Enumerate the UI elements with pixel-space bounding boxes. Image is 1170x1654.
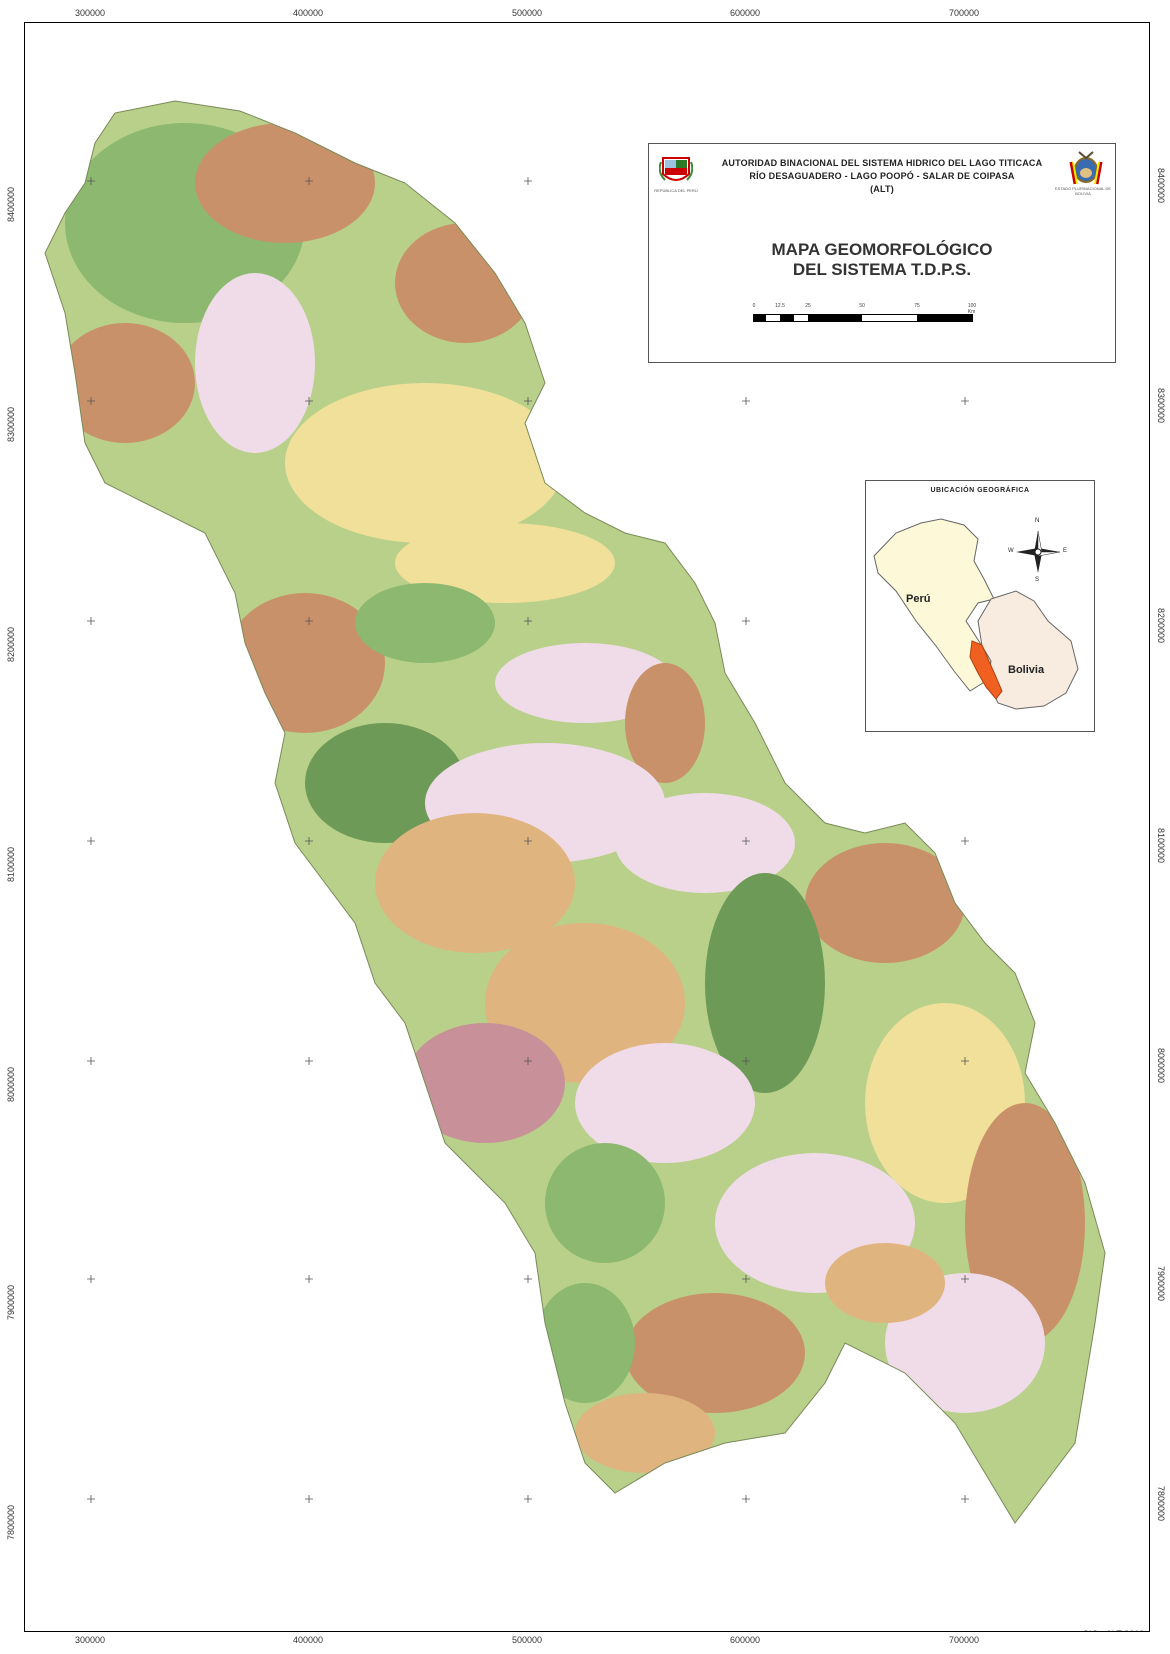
tick-bottom-x: 700000 xyxy=(948,1635,980,1645)
tick-top-x: 500000 xyxy=(511,8,543,18)
grid-cross xyxy=(961,1057,969,1065)
grid-cross xyxy=(961,1495,969,1503)
tick-left-y: 8300000 xyxy=(6,406,16,442)
scale-segment xyxy=(862,315,917,321)
location-title: UBICACIÓN GEOGRÁFICA xyxy=(930,487,1030,494)
grid-cross xyxy=(305,1275,313,1283)
tick-bottom-x: 400000 xyxy=(292,1635,324,1645)
tick-right-y: 8300000 xyxy=(1156,388,1166,424)
location-inset: UBICACIÓN GEOGRÁFICA N S E W Perú Bolivi… xyxy=(865,480,1095,732)
map-title-line2: DEL SISTEMA T.D.P.S. xyxy=(792,260,972,279)
grid-cross xyxy=(305,177,313,185)
scale-bar: 0 12.5 25 50 75 100 Km xyxy=(753,303,976,322)
basin-outline xyxy=(44,100,1106,1524)
grid-cross xyxy=(742,1275,750,1283)
tick-right-y: 7800000 xyxy=(1156,1486,1166,1522)
grid-cross xyxy=(305,617,313,625)
grid-cross xyxy=(524,617,532,625)
tick-top-x: 600000 xyxy=(729,8,761,18)
scale-segment xyxy=(808,315,862,321)
tick-bottom-x: 300000 xyxy=(74,1635,106,1645)
scale-label: 25 xyxy=(805,303,811,309)
label-peru: Perú xyxy=(906,593,931,605)
tick-right-y: 8400000 xyxy=(1156,168,1166,204)
bolivia-caption: ESTADO PLURINACIONAL DE BOLIVIA xyxy=(1054,186,1111,196)
compass-east: E xyxy=(1063,548,1068,554)
grid-cross xyxy=(87,1275,95,1283)
scale-segment xyxy=(780,315,794,321)
tick-bottom-x: 600000 xyxy=(729,1635,761,1645)
grid-cross xyxy=(87,1057,95,1065)
grid-cross xyxy=(305,1057,313,1065)
grid-cross xyxy=(87,397,95,405)
peru-emblem-icon xyxy=(659,157,693,181)
compass-rose-icon xyxy=(1016,530,1061,573)
org-name-line2: RÍO DESAGUADERO - LAGO POOPÓ - SALAR DE … xyxy=(749,171,1015,181)
tick-right-y: 8000000 xyxy=(1156,1048,1166,1084)
grid-cross xyxy=(742,397,750,405)
scale-label: 0 xyxy=(752,303,756,309)
scale-segment xyxy=(766,315,780,321)
grid-cross xyxy=(961,1275,969,1283)
tick-left-y: 8400000 xyxy=(6,186,16,222)
map-title-line1: MAPA GEOMORFOLÓGICO xyxy=(771,240,993,259)
grid-cross xyxy=(742,837,750,845)
grid-cross xyxy=(305,397,313,405)
grid-cross xyxy=(305,1495,313,1503)
peru-caption: REPÚBLICA DEL PERÚ xyxy=(654,188,698,193)
compass-west: W xyxy=(1008,548,1014,554)
tick-top-x: 400000 xyxy=(292,8,324,18)
compass-north: N xyxy=(1035,518,1040,524)
tick-left-y: 8100000 xyxy=(6,846,16,882)
grid-cross xyxy=(524,1275,532,1283)
scale-segment xyxy=(917,315,972,321)
grid-cross xyxy=(742,1495,750,1503)
credit-text: SIG - ALT 2010 xyxy=(1083,1629,1144,1631)
tick-right-y: 8100000 xyxy=(1156,828,1166,864)
grid-cross xyxy=(87,177,95,185)
compass-south: S xyxy=(1035,577,1040,583)
tick-left-y: 7800000 xyxy=(6,1504,16,1540)
label-bolivia: Bolivia xyxy=(1008,664,1045,676)
tick-right-y: 7900000 xyxy=(1156,1266,1166,1302)
tick-left-y: 8000000 xyxy=(6,1066,16,1102)
tick-right-y: 8200000 xyxy=(1156,608,1166,644)
title-panel: REPÚBLICA DEL PERÚ ESTADO PLURINACIONAL … xyxy=(648,143,1116,363)
grid-cross xyxy=(524,397,532,405)
scale-segment xyxy=(754,315,766,321)
grid-cross xyxy=(524,837,532,845)
grid-cross xyxy=(87,617,95,625)
scale-label: 12.5 xyxy=(775,303,785,309)
tick-left-y: 7900000 xyxy=(6,1284,16,1320)
scale-label: 50 xyxy=(859,303,865,309)
scale-segment xyxy=(794,315,808,321)
grid-cross xyxy=(87,1495,95,1503)
org-name-line3: (ALT) xyxy=(870,184,894,194)
location-map xyxy=(873,518,1079,710)
bolivia-emblem-icon xyxy=(1069,151,1103,185)
tick-top-x: 300000 xyxy=(74,8,106,18)
grid-cross xyxy=(87,837,95,845)
tick-left-y: 8200000 xyxy=(6,626,16,662)
tdps-highlight xyxy=(969,640,1003,700)
grid-cross xyxy=(305,837,313,845)
tick-bottom-x: 500000 xyxy=(511,1635,543,1645)
grid-cross xyxy=(524,1057,532,1065)
grid-cross xyxy=(961,837,969,845)
map-frame: REPÚBLICA DEL PERÚ ESTADO PLURINACIONAL … xyxy=(24,22,1150,1632)
peru-shape xyxy=(873,518,995,692)
grid-cross xyxy=(524,1495,532,1503)
scale-label: 100 Km xyxy=(967,303,977,315)
org-name-line1: AUTORIDAD BINACIONAL DEL SISTEMA HIDRICO… xyxy=(721,158,1043,168)
tick-top-x: 700000 xyxy=(948,8,980,18)
grid-cross xyxy=(742,617,750,625)
scale-label: 75 xyxy=(914,303,920,309)
grid-cross xyxy=(742,1057,750,1065)
grid-cross xyxy=(961,397,969,405)
grid-cross xyxy=(524,177,532,185)
